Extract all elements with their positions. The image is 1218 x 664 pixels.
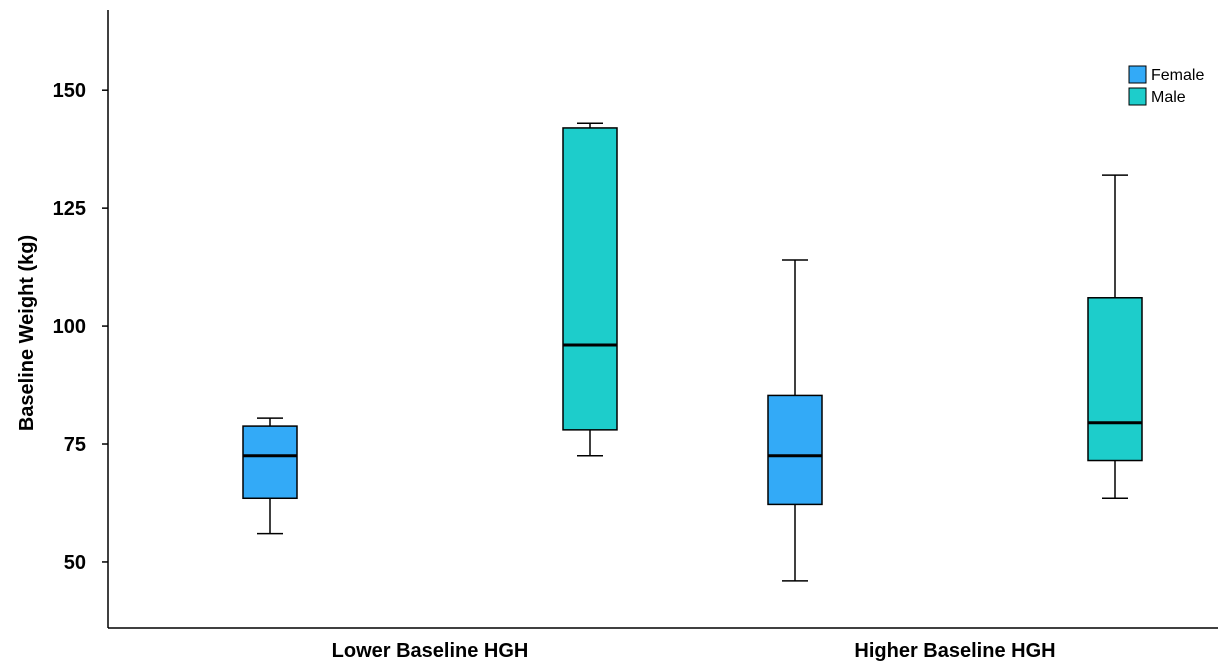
legend: Female Male	[1128, 65, 1204, 106]
box-body	[242, 425, 298, 500]
y-tick-label: 125	[53, 198, 86, 220]
y-tick-label: 100	[53, 316, 86, 338]
box-body	[1087, 297, 1143, 462]
legend-item-male: Male	[1128, 87, 1186, 106]
x-category-label: Lower Baseline HGH	[332, 640, 529, 662]
box-male-higher	[1087, 174, 1143, 500]
legend-swatch	[1128, 87, 1147, 106]
box-body	[767, 394, 823, 506]
box-body	[562, 127, 618, 431]
y-tick-label: 75	[64, 434, 86, 456]
x-axis-categories: Lower Baseline HGH Higher Baseline HGH	[332, 640, 1056, 662]
box-female-lower	[242, 417, 298, 535]
legend-item-female: Female	[1128, 65, 1204, 84]
boxes	[242, 122, 1143, 582]
y-axis-title: Baseline Weight (kg)	[16, 235, 38, 431]
legend-label: Male	[1151, 89, 1186, 106]
legend-label: Female	[1151, 67, 1204, 84]
axes	[107, 10, 1218, 629]
y-tick-label: 150	[53, 80, 86, 102]
legend-swatch	[1128, 65, 1147, 84]
y-axis-ticks: 50 75 100 125 150	[53, 80, 108, 574]
x-category-label: Higher Baseline HGH	[854, 640, 1055, 662]
y-tick-label: 50	[64, 552, 86, 574]
box-male-lower	[562, 122, 618, 457]
box-female-higher	[767, 259, 823, 582]
